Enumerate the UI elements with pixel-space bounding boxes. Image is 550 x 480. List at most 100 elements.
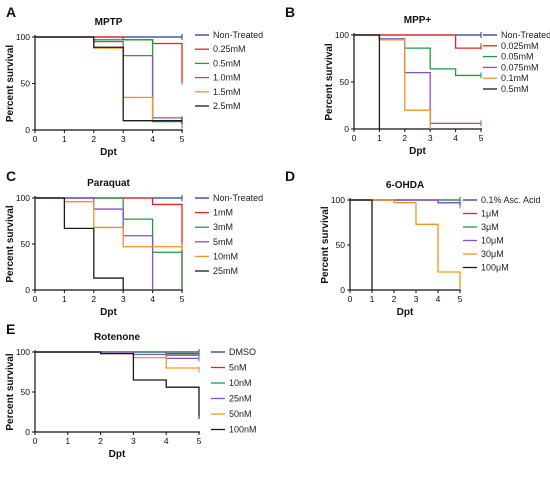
y-axis-title: Percent survival — [5, 353, 16, 430]
y-tick-label: 0 — [344, 124, 349, 134]
series-line — [354, 34, 482, 49]
legend-label: 30μM — [481, 249, 504, 259]
series-line — [35, 36, 183, 126]
x-tick-label: 4 — [436, 294, 441, 304]
x-tick-label: 4 — [164, 436, 169, 446]
legend-label: 3mM — [213, 222, 233, 232]
series-line — [35, 36, 183, 123]
y-tick-label: 100 — [16, 193, 30, 203]
legend-label: 25nM — [229, 394, 252, 404]
x-axis-title: Dpt — [100, 147, 117, 158]
x-tick-label: 0 — [33, 134, 38, 144]
legend-label: 100μM — [481, 263, 509, 273]
series-line — [35, 197, 154, 290]
series-line — [35, 36, 183, 119]
x-tick-label: 0 — [352, 133, 357, 143]
y-tick-label: 50 — [21, 79, 31, 89]
y-tick-label: 0 — [25, 285, 30, 295]
panel-letter: E — [6, 321, 15, 337]
y-tick-label: 50 — [340, 77, 350, 87]
series-line — [35, 197, 183, 290]
series-line — [354, 34, 381, 129]
panel-letter: C — [6, 168, 16, 184]
legend-label: 10mM — [213, 251, 238, 261]
legend-label: DMSO — [229, 347, 256, 357]
legend-label: 0.25mM — [213, 44, 246, 54]
x-tick-label: 3 — [121, 294, 126, 304]
legend-label: 5nM — [229, 363, 247, 373]
y-tick-label: 100 — [335, 30, 349, 40]
x-tick-label: 0 — [33, 436, 38, 446]
legend-label: 1.5mM — [213, 87, 241, 97]
series-line — [35, 197, 124, 290]
series-line — [35, 36, 183, 82]
series-line — [35, 197, 183, 290]
series-line — [354, 34, 431, 129]
y-axis-title: Percent survival — [5, 45, 16, 122]
legend-label: Non-Treated — [501, 30, 550, 40]
legend-label: 0.025mM — [501, 41, 539, 51]
x-tick-label: 5 — [197, 436, 202, 446]
x-tick-label: 1 — [370, 294, 375, 304]
x-axis-title: Dpt — [100, 307, 117, 318]
series-line — [35, 351, 200, 416]
legend-label: 10nM — [229, 378, 252, 388]
x-tick-label: 4 — [150, 294, 155, 304]
x-tick-label: 0 — [348, 294, 353, 304]
y-axis-title: Percent survival — [320, 206, 331, 283]
panel-title: MPTP — [95, 17, 123, 28]
x-tick-label: 2 — [91, 294, 96, 304]
series-line — [350, 199, 461, 290]
series-line — [35, 351, 199, 360]
y-tick-label: 0 — [340, 285, 345, 295]
legend-label: 25mM — [213, 266, 238, 276]
series-line — [350, 199, 373, 290]
x-tick-label: 1 — [62, 134, 67, 144]
legend-label: 100nM — [229, 425, 257, 435]
y-tick-label: 50 — [336, 240, 346, 250]
series-line — [354, 34, 481, 77]
panel-letter: B — [285, 4, 295, 20]
x-axis-title: Dpt — [409, 146, 426, 157]
x-tick-label: 2 — [98, 436, 103, 446]
x-axis-title: Dpt — [109, 449, 126, 460]
x-tick-label: 3 — [121, 134, 126, 144]
legend-label: 5mM — [213, 237, 233, 247]
x-tick-label: 5 — [458, 294, 463, 304]
y-tick-label: 0 — [25, 427, 30, 437]
panel-title: Paraquat — [87, 178, 130, 189]
y-axis-title: Percent survival — [5, 205, 16, 282]
y-tick-label: 100 — [16, 32, 30, 42]
series-line — [35, 36, 182, 122]
y-tick-label: 0 — [25, 125, 30, 135]
x-tick-label: 2 — [402, 133, 407, 143]
panel-title: MPP+ — [404, 15, 432, 26]
x-tick-label: 3 — [414, 294, 419, 304]
x-tick-label: 5 — [180, 294, 185, 304]
y-tick-label: 100 — [331, 195, 345, 205]
x-tick-label: 3 — [428, 133, 433, 143]
legend-label: 0.5mM — [213, 58, 241, 68]
series-line — [35, 197, 182, 248]
legend-label: Non-Treated — [213, 30, 263, 40]
x-tick-label: 2 — [91, 134, 96, 144]
legend-label: 3μM — [481, 222, 499, 232]
panel-title: Rotenone — [94, 332, 141, 343]
legend-label: 0.1% Asc. Acid — [481, 195, 541, 205]
legend-label: 1.0mM — [213, 73, 241, 83]
y-tick-label: 50 — [21, 387, 31, 397]
legend-label: 1μM — [481, 209, 499, 219]
legend-label: 1mM — [213, 208, 233, 218]
x-tick-label: 1 — [65, 436, 70, 446]
y-tick-label: 100 — [16, 347, 30, 357]
legend-label: 2.5mM — [213, 101, 241, 111]
legend-label: 50nM — [229, 409, 252, 419]
panel-letter: D — [285, 168, 295, 184]
legend-label: 0.05mM — [501, 52, 534, 62]
legend-label: 0.5mM — [501, 84, 529, 94]
